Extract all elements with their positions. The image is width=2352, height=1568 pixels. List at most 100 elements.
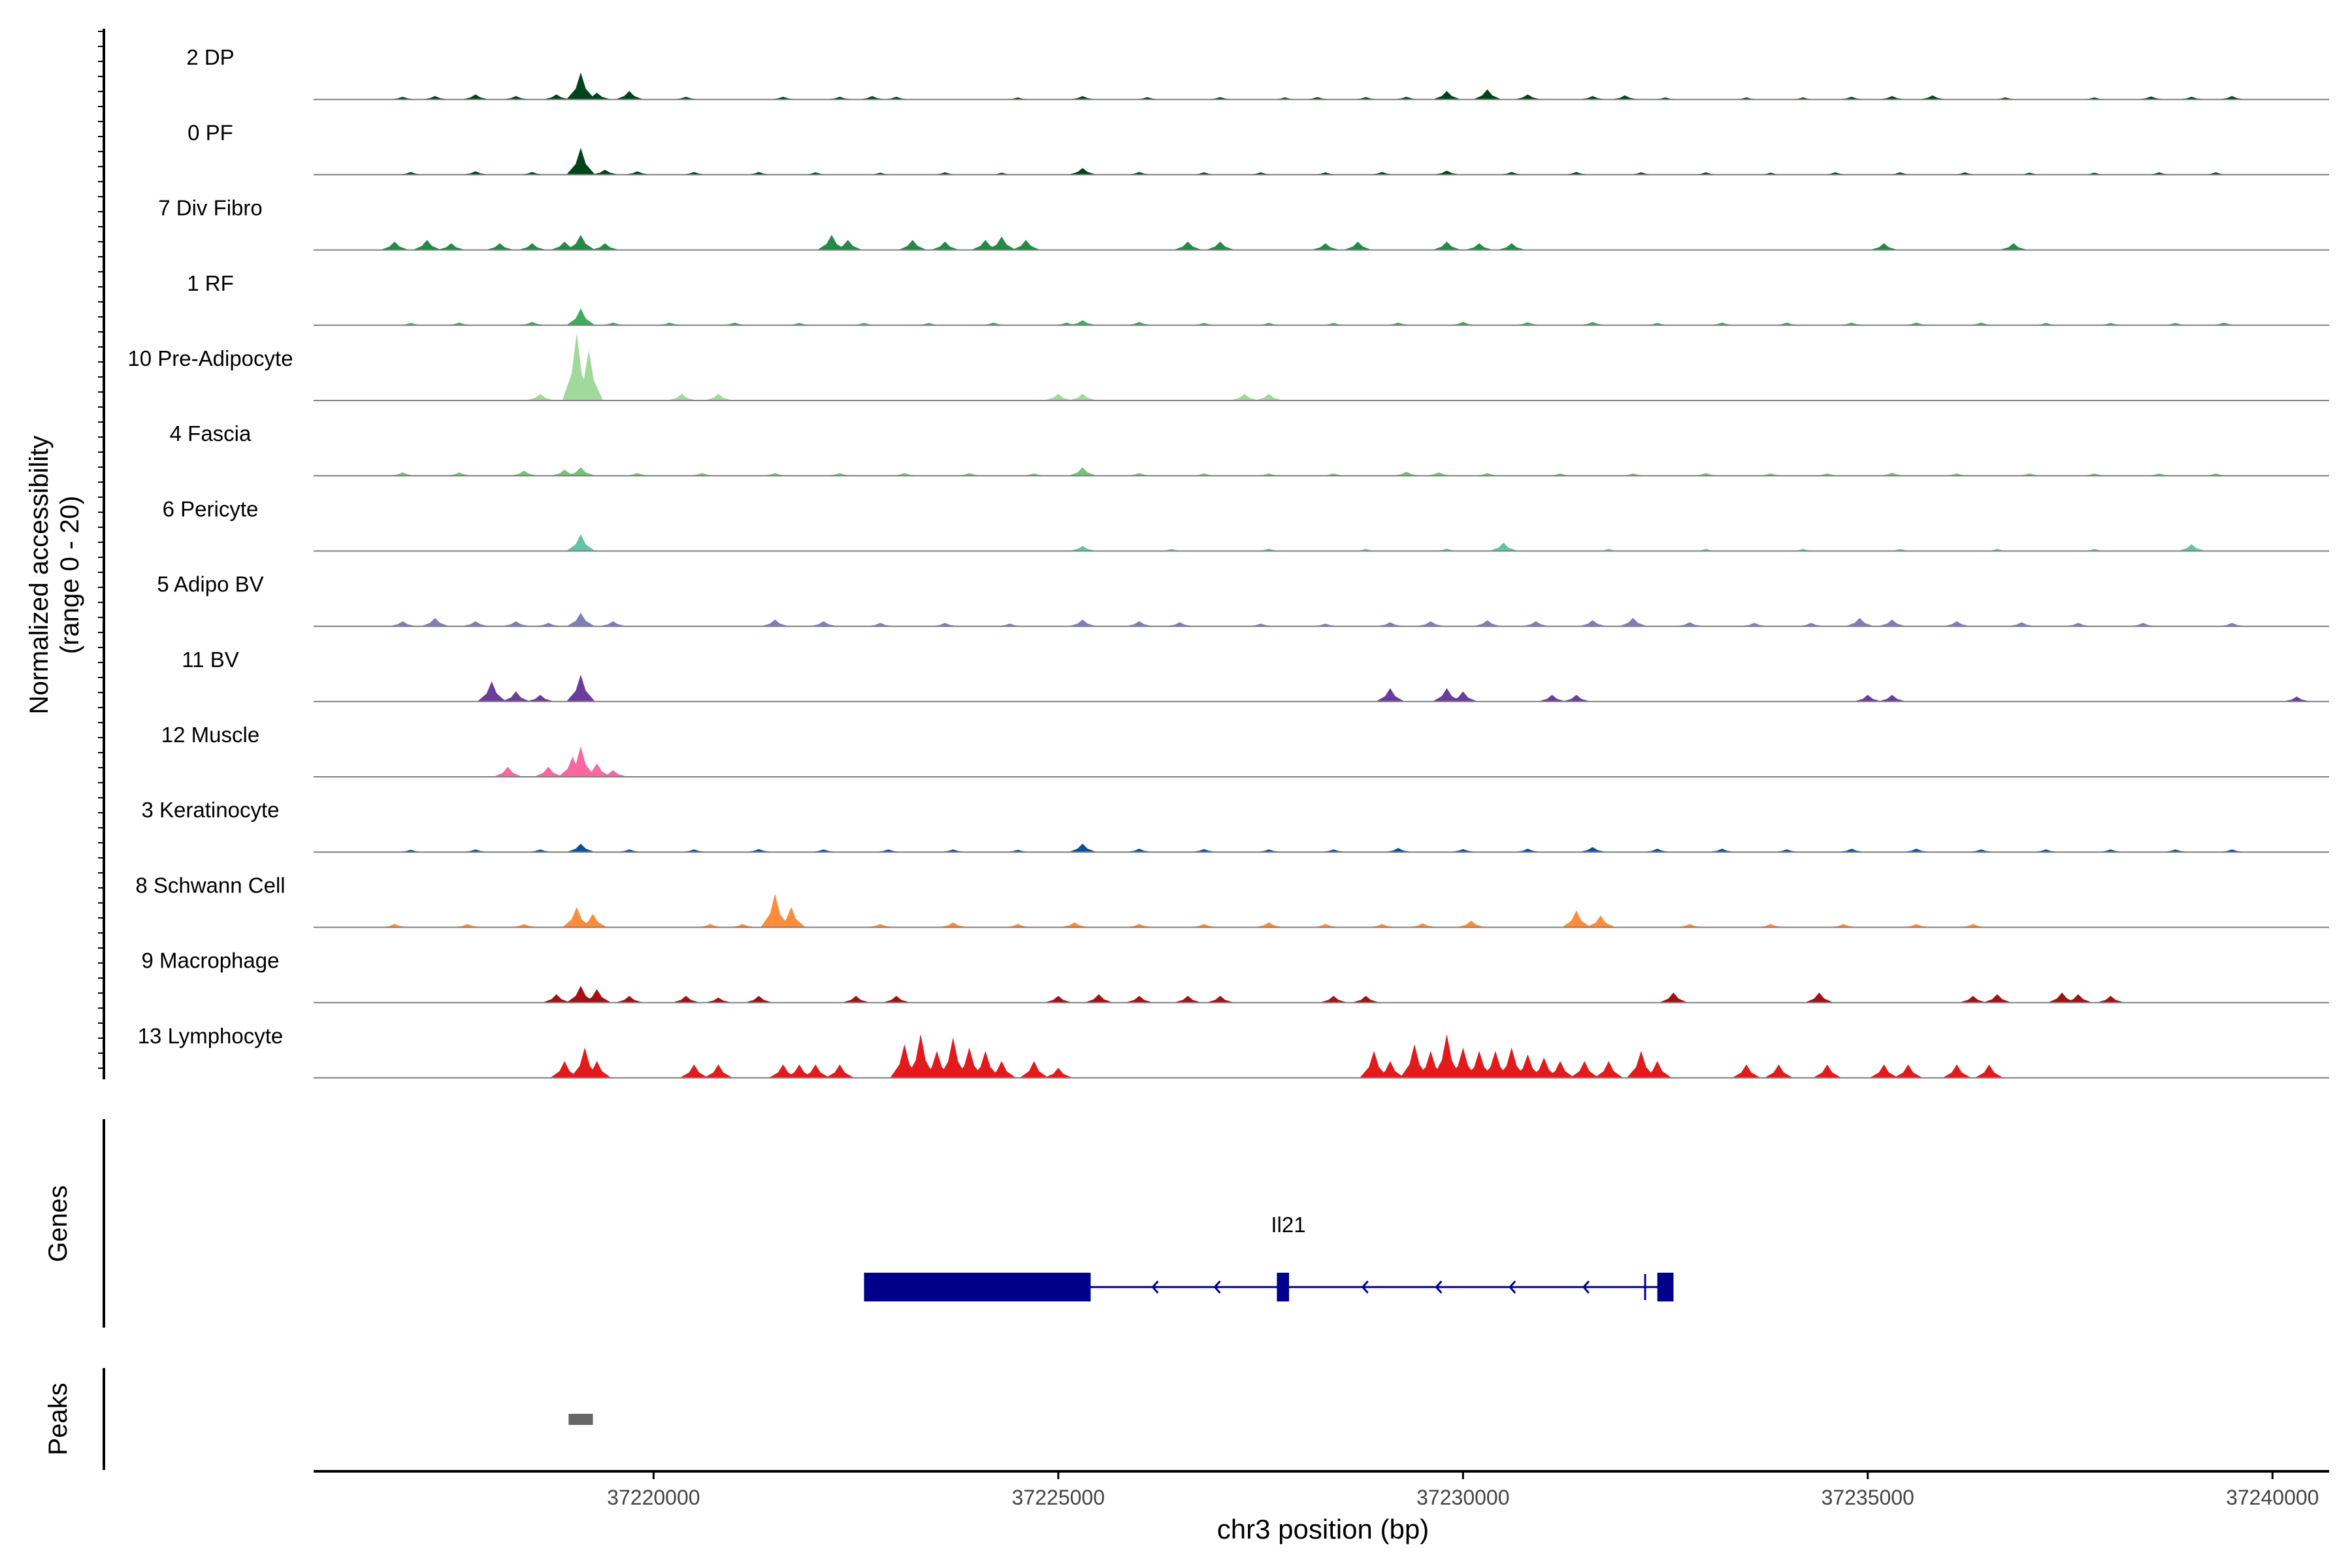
coverage-peak	[1570, 1061, 1599, 1078]
coverage-peak	[1124, 924, 1154, 928]
coverage-peak	[1618, 617, 1648, 627]
coverage-peak	[1124, 996, 1154, 1003]
coverage-peak	[566, 308, 595, 325]
coverage-peak	[534, 623, 563, 627]
coverage-peak	[2161, 849, 2190, 853]
coverage-peak	[906, 1034, 936, 1078]
coverage-peak	[2177, 544, 2206, 551]
y-axis-label-line1: Normalized accessibility	[25, 436, 54, 715]
coverage-peak	[436, 243, 466, 250]
coverage-peak	[825, 473, 855, 476]
coverage-peak	[1974, 1064, 2004, 1078]
track-8-schwann-cell: 8 Schwann Cell	[135, 873, 2329, 928]
coverage-peak	[1691, 473, 1720, 476]
coverage-peak	[1967, 849, 1996, 853]
coverage-peak	[1578, 620, 1607, 627]
track-label: 2 DP	[186, 45, 234, 69]
coverage-peak	[445, 322, 474, 325]
coverage-peak	[1003, 924, 1032, 928]
coverage-peak	[768, 1064, 798, 1078]
coverage-peak	[1432, 241, 1462, 250]
coverage-peak	[562, 907, 591, 928]
coverage-peak	[615, 849, 644, 853]
coverage-peak	[777, 907, 806, 928]
genes-label: Genes	[44, 1185, 73, 1262]
coverage-peak	[1068, 96, 1097, 100]
coverage-peak	[525, 849, 555, 853]
coverage-peak	[542, 94, 571, 100]
coverage-peak	[1642, 849, 1672, 853]
coverage-peak	[696, 924, 725, 928]
coverage-peak	[461, 171, 490, 175]
coverage-peak	[1448, 691, 1478, 702]
peaks-label: Peaks	[44, 1382, 73, 1455]
coverage-peak	[1084, 994, 1113, 1003]
coverage-peak	[1869, 243, 1899, 250]
coverage-peak	[704, 1064, 733, 1078]
peak-regions-panel	[568, 1414, 593, 1425]
coverage-peak	[1375, 1061, 1405, 1078]
coverage-peak	[1456, 921, 1486, 928]
coverage-peak	[578, 913, 608, 928]
coverage-peak	[1392, 97, 1421, 100]
coverage-peak	[1958, 924, 1987, 928]
coverage-peak	[2048, 992, 2077, 1003]
coverage-peak	[882, 97, 911, 100]
coverage-peak	[380, 924, 409, 928]
coverage-peak	[1473, 89, 1502, 100]
coverage-peak	[1902, 924, 1931, 928]
coverage-peak	[1797, 623, 1826, 627]
coverage-peak	[1068, 467, 1097, 476]
coverage-peak	[1513, 849, 1543, 853]
coverage-peak	[1254, 393, 1283, 400]
coverage-peak	[461, 621, 490, 627]
coverage-peak	[1448, 1047, 1478, 1078]
coverage-peak	[1626, 1051, 1656, 1078]
strand-arrow	[1582, 1281, 1590, 1294]
coverage-peak	[598, 770, 628, 777]
strand-arrow	[1213, 1281, 1221, 1294]
coverage-peak	[1189, 924, 1218, 928]
track-label: 10 Pre-Adipocyte	[127, 346, 293, 370]
coverage-peak	[1497, 243, 1526, 250]
coverage-peak	[857, 96, 887, 100]
coverage-peak	[542, 994, 571, 1003]
coverage-peak	[591, 243, 619, 250]
coverage-peak	[955, 1047, 984, 1078]
coverage-peak	[420, 96, 449, 100]
coverage-peak	[938, 849, 968, 853]
coverage-peak	[1878, 619, 1906, 627]
track-label: 8 Schwann Cell	[135, 873, 285, 897]
coverage-peak	[615, 91, 644, 100]
coverage-peak	[1756, 924, 1786, 928]
coverage-peak	[501, 96, 531, 100]
coverage-peak	[1942, 621, 1972, 627]
coverage-peak	[1967, 322, 1996, 325]
y-axis-label-line2: (range 0 - 20)	[56, 496, 84, 654]
coverage-peak	[517, 243, 547, 250]
coverage-peak	[987, 1061, 1017, 1078]
coverage-peak	[1918, 95, 1947, 100]
coverage-peak	[2209, 322, 2238, 325]
coverage-peak	[1812, 1064, 1842, 1078]
coverage-peak	[1230, 393, 1259, 400]
coverage-peak	[1189, 849, 1218, 853]
coverage-peak	[1448, 321, 1478, 325]
coverage-peak	[1068, 619, 1097, 627]
coverage-peak	[938, 922, 968, 928]
coverage-peak	[1473, 620, 1502, 627]
track-4-fascia: 4 Fascia	[170, 421, 2329, 477]
coverage-peak	[1124, 172, 1154, 175]
coverage-peak	[574, 350, 604, 400]
coverage-peak	[1878, 694, 1906, 702]
coverage-peak	[2177, 97, 2206, 100]
coverage-peak	[744, 172, 774, 175]
coverage-peak	[1893, 1064, 1923, 1078]
coverage-peak	[1068, 546, 1097, 551]
x-tick-label: 37220000	[607, 1486, 700, 1509]
coverage-peak	[1537, 694, 1567, 702]
coverage-peak	[1424, 472, 1454, 476]
coverage-peak	[2217, 849, 2247, 853]
coverage-peak	[1764, 1064, 1793, 1078]
